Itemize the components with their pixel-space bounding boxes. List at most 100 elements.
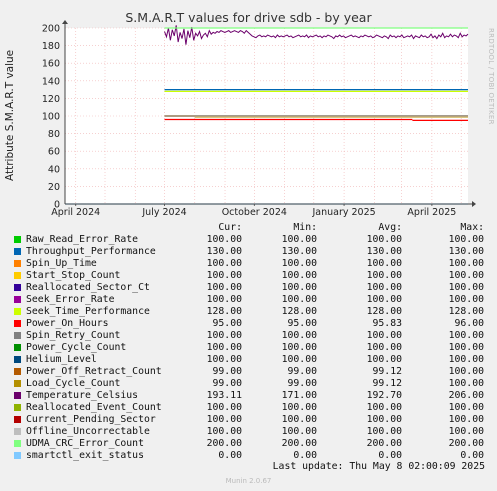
legend-row: Power_Off_Retract_Count 99.00 99.00 99.12 10…: [12, 366, 488, 378]
legend-cur-value: 100.00: [206, 234, 242, 245]
legend-cur-value: 100.00: [206, 414, 242, 425]
legend-row: Spin_Retry_Count 100.00 100.00 100.00 100.00: [12, 330, 488, 342]
legend-cur-value: 100.00: [206, 270, 242, 281]
y-tick-label: 40: [48, 164, 60, 175]
x-axis-arrow: [472, 201, 476, 207]
legend-swatch: [14, 284, 21, 291]
legend-header-min: Min:: [293, 222, 317, 233]
x-tick-label: July 2024: [141, 207, 186, 218]
legend-row: smartctl_exit_status 0.00 0.00 0.00 0.00: [12, 450, 488, 462]
legend-cur-value: 100.00: [206, 258, 242, 269]
legend-min-value: 100.00: [281, 342, 317, 353]
series-line: [164, 25, 469, 45]
y-axis-arrow: [62, 20, 68, 24]
legend-rows: Raw_Read_Error_Rate 100.00 100.00 100.00 100…: [12, 234, 488, 462]
legend-series-name: Raw_Read_Error_Rate: [26, 234, 139, 245]
legend-row: Raw_Read_Error_Rate 100.00 100.00 100.00 100…: [12, 234, 488, 246]
legend-min-value: 100.00: [281, 282, 317, 293]
legend-header-avg: Avg:: [378, 222, 402, 233]
y-tick-label: 120: [42, 94, 60, 105]
legend-min-value: 128.00: [281, 306, 317, 317]
legend-row: Start_Stop_Count 100.00 100.00 100.00 100.00: [12, 270, 488, 282]
legend-avg-value: 99.12: [372, 366, 403, 377]
legend-series-name: Power_Cycle_Count: [26, 342, 127, 353]
legend-cur-value: 100.00: [206, 342, 242, 353]
legend-avg-value: 200.00: [366, 438, 402, 449]
legend-swatch: [14, 320, 21, 327]
legend-swatch: [14, 440, 21, 447]
legend-avg-value: 192.70: [366, 390, 402, 401]
legend-avg-value: 100.00: [366, 354, 402, 365]
y-tick-label: 0: [54, 200, 60, 211]
legend-swatch: [14, 368, 21, 375]
legend-series-name: Spin_Up_Time: [26, 258, 97, 269]
legend-avg-value: 130.00: [366, 246, 402, 257]
legend-series-name: UDMA_CRC_Error_Count: [26, 438, 144, 449]
legend-avg-value: 100.00: [366, 258, 402, 269]
x-tick-label: April 2025: [407, 207, 456, 218]
legend-swatch: [14, 452, 21, 459]
legend-max-value: 200.00: [448, 438, 484, 449]
legend-min-value: 100.00: [281, 258, 317, 269]
legend-swatch: [14, 416, 21, 423]
legend-row: Throughput_Performance 130.00 130.00 130.00…: [12, 246, 488, 258]
series-layer: [65, 25, 469, 205]
legend-avg-value: 100.00: [366, 342, 402, 353]
legend-series-name: Start_Stop_Count: [26, 270, 121, 281]
legend-series-name: smartctl_exit_status: [26, 450, 144, 461]
legend-row: Helium_Level 100.00 100.00 100.00 100.00: [12, 354, 488, 366]
legend-row: Seek_Error_Rate 100.00 100.00 100.00 100.00: [12, 294, 488, 306]
legend-row: Load_Cycle_Count 99.00 99.00 99.12 100.00: [12, 378, 488, 390]
x-tick-label: October 2024: [222, 207, 287, 218]
legend-avg-value: 0.00: [378, 450, 402, 461]
legend-min-value: 100.00: [281, 330, 317, 341]
legend-series-name: Power_On_Hours: [26, 318, 109, 329]
legend-min-value: 100.00: [281, 270, 317, 281]
legend-avg-value: 128.00: [366, 306, 402, 317]
legend-row: Temperature_Celsius 193.11 171.00 192.70 206…: [12, 390, 488, 402]
legend-row: Current_Pending_Sector 100.00 100.00 100.00…: [12, 414, 488, 426]
legend-min-value: 100.00: [281, 294, 317, 305]
legend-cur-value: 99.00: [212, 378, 243, 389]
legend-swatch: [14, 308, 21, 315]
legend-series-name: Current_Pending_Sector: [26, 414, 156, 425]
y-tick-label: 140: [42, 76, 60, 87]
legend-max-value: 0.00: [460, 450, 484, 461]
legend-swatch: [14, 260, 21, 267]
legend-series-name: Seek_Time_Performance: [26, 306, 150, 317]
legend-max-value: 100.00: [448, 234, 484, 245]
y-tick-label: 180: [42, 41, 60, 52]
legend-series-name: Reallocated_Event_Count: [26, 402, 162, 413]
legend-max-value: 100.00: [448, 258, 484, 269]
legend-swatch: [14, 356, 21, 363]
legend-avg-value: 100.00: [366, 426, 402, 437]
legend-max-value: 100.00: [448, 426, 484, 437]
legend-min-value: 100.00: [281, 426, 317, 437]
legend-max-value: 100.00: [448, 378, 484, 389]
legend-series-name: Spin_Retry_Count: [26, 330, 121, 341]
legend-avg-value: 100.00: [366, 282, 402, 293]
legend-cur-value: 100.00: [206, 402, 242, 413]
legend-avg-value: 100.00: [366, 294, 402, 305]
legend-header-cur: Cur:: [218, 222, 242, 233]
legend-row: Seek_Time_Performance 128.00 128.00 128.00 1…: [12, 306, 488, 318]
legend-cur-value: 130.00: [206, 246, 242, 257]
legend-max-value: 100.00: [448, 294, 484, 305]
legend-cur-value: 99.00: [212, 366, 243, 377]
legend-max-value: 100.00: [448, 366, 484, 377]
legend-series-name: Reallocated_Sector_Ct: [26, 282, 150, 293]
legend-swatch: [14, 296, 21, 303]
legend-max-value: 128.00: [448, 306, 484, 317]
legend-series-name: Load_Cycle_Count: [26, 378, 121, 389]
legend-row: Spin_Up_Time 100.00 100.00 100.00 100.00: [12, 258, 488, 270]
legend-row: Power_On_Hours 95.00 95.00 95.83 96.00: [12, 318, 488, 330]
legend-max-value: 100.00: [448, 402, 484, 413]
legend-cur-value: 100.00: [206, 294, 242, 305]
legend-header: Cur: Min: Avg: Max:: [12, 222, 488, 234]
y-tick-label: 100: [42, 112, 60, 123]
legend-cur-value: 100.00: [206, 354, 242, 365]
legend-avg-value: 100.00: [366, 234, 402, 245]
y-tick-label: 200: [42, 24, 60, 35]
legend-max-value: 100.00: [448, 282, 484, 293]
rrdtool-credit: RRDTOOL / TOBI OETIKER: [487, 28, 495, 125]
